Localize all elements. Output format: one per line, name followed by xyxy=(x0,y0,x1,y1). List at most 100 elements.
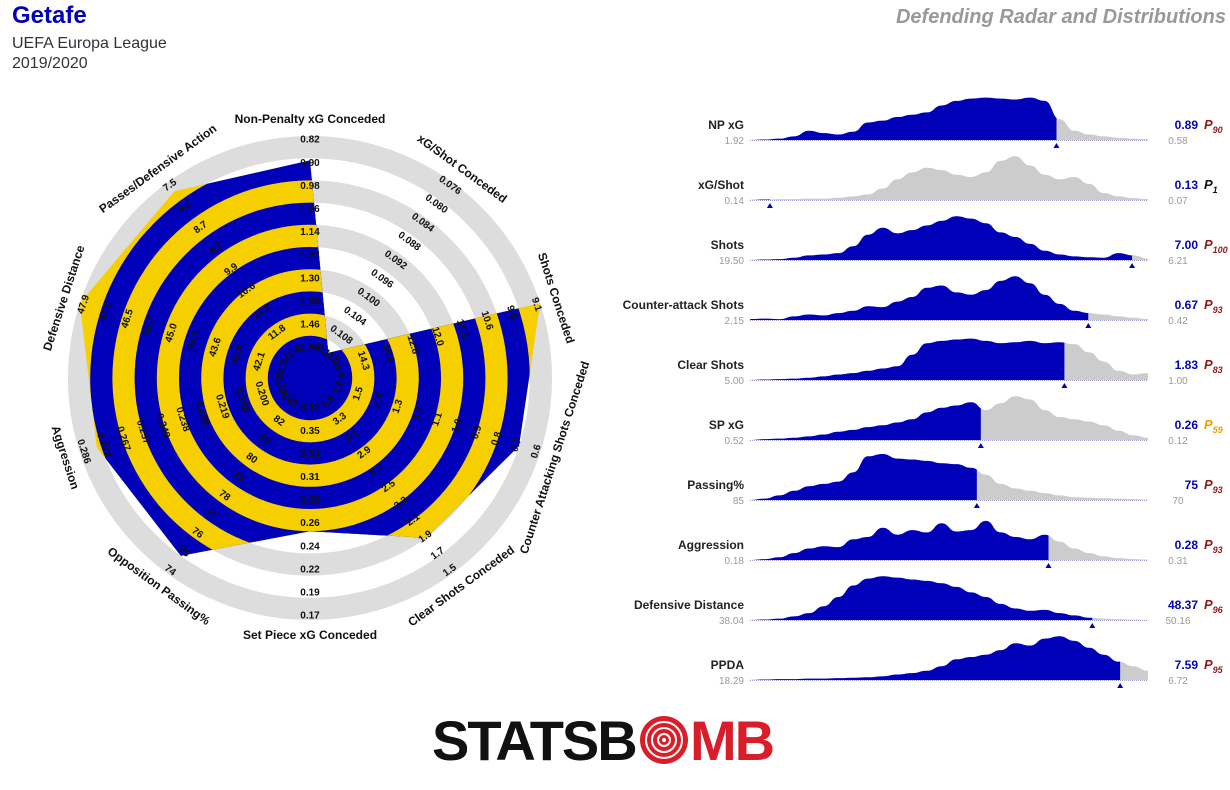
distribution-area-grey xyxy=(976,469,1148,500)
distribution-value: 1.83 xyxy=(1175,358,1199,372)
distribution-percentile: P83 xyxy=(1204,357,1223,375)
chart-title: Defending Radar and Distributions xyxy=(895,6,1226,28)
distribution-area-grey xyxy=(980,396,1148,440)
team-title: Getafe xyxy=(12,2,87,29)
radar-tick-label: 0.17 xyxy=(300,611,320,622)
radar-tick-label: 0.9 xyxy=(470,424,485,441)
distribution-name: Counter-attack Shots xyxy=(623,298,745,312)
distribution-max: 50.16 xyxy=(1165,616,1190,627)
distribution-max: 6.72 xyxy=(1168,676,1188,687)
distribution-min: 0.14 xyxy=(725,196,745,207)
distribution-area-grey xyxy=(1092,617,1148,620)
distribution-value: 7.59 xyxy=(1175,658,1199,672)
distribution-name: Passing% xyxy=(687,478,744,492)
distribution-marker xyxy=(977,443,984,448)
distribution-panel: NP xG 1.92 0.89 0.58 P90 xG/Shot 0.14 0.13 0.07 P… xyxy=(623,97,1228,688)
distribution-min: 38.04 xyxy=(719,616,744,627)
distribution-max: 0.42 xyxy=(1168,316,1188,327)
distribution-min: 0.18 xyxy=(725,556,745,567)
distribution-percentile: P90 xyxy=(1204,117,1223,135)
radar-tick-label: 0.6 xyxy=(529,443,544,460)
distribution-value: 0.67 xyxy=(1175,298,1199,312)
distribution-value: 7.00 xyxy=(1175,238,1199,252)
radar-tick-label: 0.98 xyxy=(300,181,320,192)
radar-axis-label: Non-Penalty xG Conceded xyxy=(235,112,386,126)
distribution-percentile-sub: 95 xyxy=(1213,665,1224,675)
distribution-area-blue xyxy=(750,276,1089,320)
radar-tick-label: 1.5 xyxy=(351,385,366,402)
distribution-min: 5.00 xyxy=(725,376,745,387)
distribution-marker xyxy=(1085,323,1092,328)
radar-tick-label: 0.82 xyxy=(300,135,320,146)
distribution-percentile: P93 xyxy=(1204,297,1223,315)
distribution-name: PPDA xyxy=(711,658,745,672)
defending-radar: 1.54 1.46 1.38 1.30 1.22 1.14 1.06 0.98 0.90 0.82… xyxy=(40,112,592,642)
distribution-marker xyxy=(1129,263,1136,268)
distribution-percentile: P96 xyxy=(1204,597,1224,615)
radar-tick-label: 9.1 xyxy=(529,296,544,313)
radar-tick-label: 1.30 xyxy=(300,273,320,284)
logo-text-right: MB xyxy=(690,709,773,768)
distribution-name: Clear Shots xyxy=(677,358,744,372)
radar-tick-label: 1.4 xyxy=(371,391,386,408)
distribution-area-grey xyxy=(1048,535,1148,560)
distribution-marker xyxy=(1045,563,1052,568)
distribution-min: 2.15 xyxy=(725,316,745,327)
distribution-percentile: P95 xyxy=(1204,657,1224,675)
distribution-value: 0.13 xyxy=(1175,178,1199,192)
radar-tick-label: 1.6 xyxy=(331,379,346,396)
season-label: 2019/2020 xyxy=(12,55,88,72)
distribution-area-grey xyxy=(769,156,1148,200)
distribution-percentile-sub: 1 xyxy=(1213,185,1218,195)
radar-tick-label: 1.2 xyxy=(410,404,425,421)
distribution-percentile: P93 xyxy=(1204,537,1223,555)
distribution-area-grey xyxy=(1056,117,1148,140)
distribution-percentile-sub: 96 xyxy=(1213,605,1224,615)
distribution-name: Defensive Distance xyxy=(634,598,744,612)
radar-tick-label: 0.28 xyxy=(300,495,320,506)
distribution-area-blue xyxy=(750,520,1049,560)
distribution-percentile: P93 xyxy=(1204,477,1223,495)
distribution-max: 70 xyxy=(1172,496,1184,507)
radar-tick-label: 1.46 xyxy=(300,320,320,331)
distribution-percentile: P100 xyxy=(1204,237,1228,255)
radar-tick-label: 1.54 xyxy=(300,343,320,354)
radar-tick-label: 1.0 xyxy=(450,417,465,434)
distribution-area-blue xyxy=(750,454,977,500)
distribution-percentile: P59 xyxy=(1204,417,1223,435)
radar-tick-label: 0.8 xyxy=(490,430,505,447)
distribution-percentile-sub: 83 xyxy=(1213,365,1223,375)
radar-tick-label: 9.8 xyxy=(504,304,519,321)
distribution-marker xyxy=(1089,623,1096,628)
distribution-max: 0.58 xyxy=(1168,136,1188,147)
distribution-name: SP xG xyxy=(709,418,744,432)
distribution-min: 19.50 xyxy=(719,256,744,267)
distribution-marker xyxy=(766,203,773,208)
distribution-area-blue xyxy=(750,199,770,200)
distribution-value: 0.89 xyxy=(1175,118,1199,132)
distribution-value: 0.28 xyxy=(1175,538,1199,552)
distribution-area-blue xyxy=(750,216,1133,260)
radar-tick-label: 0.7 xyxy=(509,436,524,453)
distribution-name: xG/Shot xyxy=(698,178,744,192)
distribution-percentile-sub: 100 xyxy=(1213,245,1228,255)
radar-tick-label: 0.26 xyxy=(300,518,320,529)
logo-target-icon xyxy=(640,716,688,764)
distribution-value: 0.26 xyxy=(1175,418,1199,432)
radar-tick-label: 0.35 xyxy=(300,426,320,437)
distribution-area-grey xyxy=(1064,342,1148,380)
distribution-name: Aggression xyxy=(678,538,744,552)
distribution-area-blue xyxy=(750,402,981,440)
radar-tick-label: 0.33 xyxy=(300,449,320,460)
distribution-marker xyxy=(973,503,980,508)
distribution-percentile: P1 xyxy=(1204,177,1218,195)
logo-text-left: STATSB xyxy=(432,709,636,768)
radar-tick-label: 1.1 xyxy=(430,411,445,428)
radar-tick-label: 0.24 xyxy=(300,541,320,552)
radar-tick-label: 0.31 xyxy=(300,472,320,483)
distribution-name: NP xG xyxy=(708,118,744,132)
distribution-area-grey xyxy=(1120,661,1148,680)
distribution-value: 75 xyxy=(1185,478,1199,492)
radar-tick-label: 0.22 xyxy=(300,564,320,575)
distribution-percentile-sub: 90 xyxy=(1213,125,1223,135)
